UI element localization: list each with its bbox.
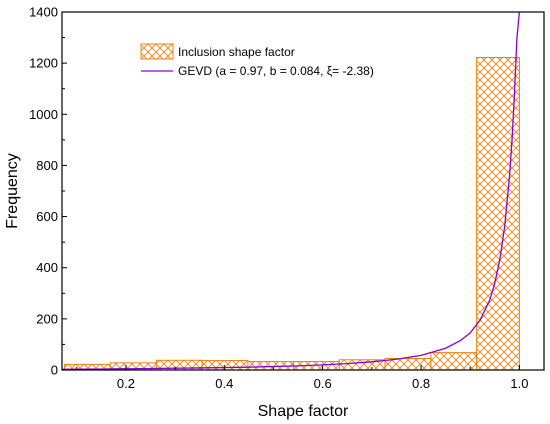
y-axis-title: Frequency (4, 153, 21, 229)
histogram-bar-hatch (385, 358, 431, 370)
y-tick-label: 1000 (29, 107, 58, 122)
legend-histogram-label: Inclusion shape factor (178, 45, 295, 59)
x-axis-ticks: 0.2 0.4 0.6 0.8 1.0 (76, 365, 528, 391)
legend-histogram-hatch (141, 44, 173, 59)
y-tick-label: 0 (51, 363, 58, 378)
x-tick-label: 0.4 (215, 376, 233, 391)
histogram-bar-hatch (476, 57, 520, 370)
histogram-bars (63, 57, 520, 371)
fit-curve-layer (62, 12, 521, 370)
histogram-bar-hatch (202, 360, 248, 370)
x-tick-label: 0.6 (314, 376, 332, 391)
y-tick-label: 200 (36, 311, 58, 326)
y-tick-label: 400 (36, 260, 58, 275)
histogram-bar-hatch (430, 352, 477, 370)
legend-fit-label: GEVD (a = 0.97, b = 0.084, ξ= -2.38) (178, 64, 374, 78)
histogram-bar-hatch (64, 364, 111, 370)
histogram-bar-hatch (339, 359, 386, 370)
y-tick-label: 1200 (29, 56, 58, 71)
histogram-bar-hatch (247, 361, 294, 370)
legend: Inclusion shape factor GEVD (a = 0.97, b… (140, 43, 374, 78)
x-tick-label: 1.0 (510, 376, 528, 391)
x-tick-label: 0.2 (117, 376, 135, 391)
y-axis-ticks: 0 200 400 600 800 1000 1200 1400 (29, 5, 67, 378)
y-tick-label: 600 (36, 209, 58, 224)
x-axis-title: Shape factor (258, 403, 349, 420)
histogram-bar-hatch (110, 362, 157, 370)
fit-curve (62, 12, 521, 370)
y-tick-label: 800 (36, 158, 58, 173)
x-tick-label: 0.8 (412, 376, 430, 391)
histogram-bar-hatch (156, 360, 203, 370)
y-tick-label: 1400 (29, 5, 58, 20)
